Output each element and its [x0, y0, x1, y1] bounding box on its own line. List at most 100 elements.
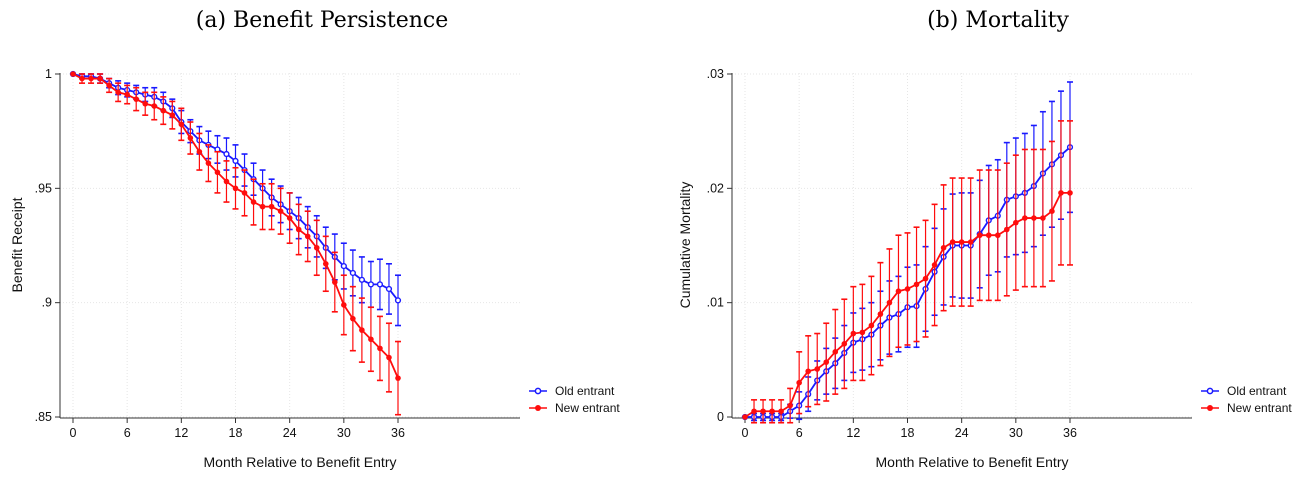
data-point	[368, 336, 374, 343]
panel-b-title: (b) Mortality	[927, 8, 1069, 33]
data-point	[778, 408, 784, 415]
data-point	[178, 121, 185, 128]
data-point	[1040, 215, 1046, 221]
data-point	[1004, 226, 1010, 233]
data-point	[886, 299, 893, 306]
data-point	[367, 281, 375, 288]
x-tick-label: 12	[846, 426, 860, 440]
y-tick-label: .02	[707, 181, 724, 195]
x-tick-label: 6	[124, 426, 131, 440]
data-point	[286, 215, 293, 221]
data-point	[922, 275, 929, 282]
data-point	[1013, 219, 1019, 226]
data-point	[940, 244, 947, 251]
panel-a-legend: Old entrant New entrant	[529, 384, 620, 415]
data-point	[394, 297, 402, 304]
data-point	[332, 279, 338, 285]
data-point	[1067, 190, 1073, 196]
x-tick-label: 24	[283, 426, 297, 440]
data-point	[877, 311, 884, 317]
data-point	[958, 239, 965, 245]
legend-marker-old	[534, 387, 542, 395]
panel-b-plot	[741, 81, 1074, 424]
panel-b-legend: Old entrant New entrant	[1201, 384, 1292, 415]
data-point	[106, 82, 112, 89]
panel-b-legend-new: New entrant	[1227, 401, 1292, 415]
data-point	[742, 414, 748, 420]
data-point	[313, 244, 320, 251]
data-point	[841, 341, 848, 347]
data-point	[1058, 190, 1064, 196]
panel-b-xlabel: Month Relative to Benefit Entry	[876, 454, 1069, 470]
x-tick-label: 18	[229, 426, 243, 440]
data-point	[250, 199, 257, 205]
y-tick-label: .9	[42, 296, 52, 310]
x-tick-label: 6	[796, 426, 803, 440]
data-point	[196, 148, 203, 155]
data-point	[340, 262, 347, 270]
data-point	[949, 239, 956, 245]
data-point	[823, 359, 830, 365]
legend-marker-new	[535, 405, 541, 411]
data-point	[859, 329, 866, 336]
panel-benefit-persistence: (a) Benefit Persistence .85 .9 .95 1 0 6 12 18 2…	[9, 8, 620, 470]
panel-a-plot	[69, 70, 402, 416]
data-point	[994, 232, 1001, 239]
data-point	[814, 366, 821, 372]
data-point	[232, 185, 239, 192]
data-point	[223, 150, 230, 158]
data-point	[386, 354, 392, 361]
panel-a-title: (a) Benefit Persistence	[196, 8, 449, 33]
panel-b-ylabel: Cumulative Mortality	[677, 182, 693, 309]
data-point	[151, 103, 158, 109]
data-point	[295, 226, 302, 233]
x-tick-label: 30	[337, 426, 351, 440]
data-point	[232, 157, 239, 164]
data-point	[214, 169, 221, 176]
data-point	[805, 368, 811, 375]
data-point	[751, 408, 757, 415]
data-point	[895, 288, 902, 295]
data-point	[124, 91, 130, 98]
x-tick-label: 0	[742, 426, 749, 440]
data-point	[97, 75, 103, 82]
data-point	[115, 89, 121, 96]
data-point	[341, 302, 347, 308]
data-point	[349, 269, 356, 277]
data-point	[868, 322, 875, 329]
data-point	[1049, 208, 1055, 214]
data-point	[133, 96, 139, 102]
x-tick-label: 12	[174, 426, 188, 440]
x-tick-label: 36	[1063, 426, 1077, 440]
data-point	[769, 408, 775, 415]
x-tick-label: 0	[70, 426, 77, 440]
data-point	[268, 203, 275, 210]
y-tick-label: 0	[717, 410, 724, 424]
data-point	[79, 75, 85, 82]
data-point	[350, 315, 356, 322]
data-point	[223, 178, 230, 185]
data-point	[187, 135, 194, 141]
data-point	[205, 160, 212, 166]
data-point	[760, 408, 766, 415]
data-point	[931, 262, 938, 268]
data-point	[967, 239, 974, 245]
legend-marker-new	[1207, 405, 1213, 411]
x-tick-label: 18	[901, 426, 915, 440]
legend-marker-old	[1206, 387, 1214, 395]
data-point	[832, 349, 839, 355]
panel-a-legend-old: Old entrant	[555, 384, 615, 398]
data-point	[169, 112, 176, 118]
panel-mortality: (b) Mortality 0 .01 .02 .03 0 6 12 18 24 30 36 Cum…	[677, 8, 1292, 470]
data-point	[850, 330, 857, 337]
data-point	[796, 379, 802, 386]
y-tick-label: .01	[707, 296, 724, 310]
y-tick-label: .85	[35, 410, 52, 424]
data-point	[322, 260, 329, 267]
panel-a-xlabel: Month Relative to Benefit Entry	[204, 454, 397, 470]
data-point	[160, 107, 167, 114]
series-new-entrant	[70, 71, 401, 416]
y-tick-label: 1	[45, 67, 52, 81]
data-point	[142, 100, 149, 107]
